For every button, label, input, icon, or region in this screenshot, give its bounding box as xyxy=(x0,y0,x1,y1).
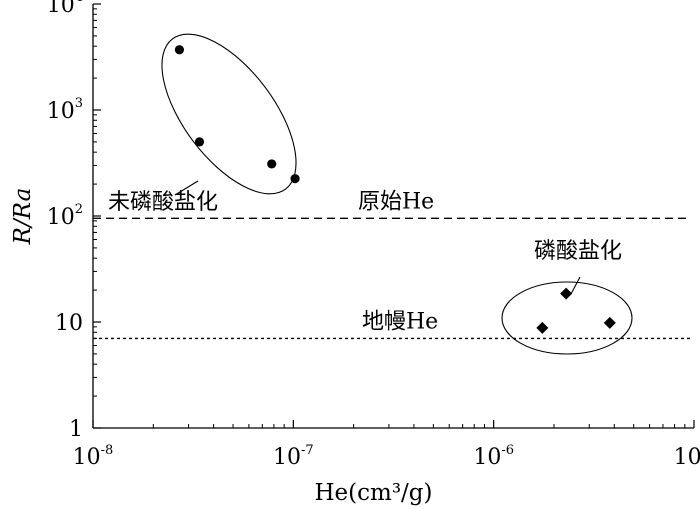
data-point-diamond xyxy=(536,321,549,334)
data-point-diamond xyxy=(560,287,573,300)
data-point-diamond xyxy=(603,316,616,329)
y-axis-title: R/Ra xyxy=(10,188,36,246)
data-point-circle xyxy=(174,45,185,55)
group-label: 磷酸盐化 xyxy=(534,239,622,264)
x-tick-label: 10-5 xyxy=(674,443,700,470)
group-leader-line xyxy=(570,276,581,295)
x-tick-label: 10-7 xyxy=(273,443,314,470)
data-point-circle xyxy=(290,174,300,184)
group-ellipse xyxy=(501,281,633,355)
y-tick-label: 103 xyxy=(47,96,83,124)
y-tick-label: 1 xyxy=(69,417,83,442)
x-axis-title: He(cm³/g) xyxy=(315,480,433,506)
data-point-circle xyxy=(267,159,277,169)
y-tick-label: 104 xyxy=(47,0,83,18)
y-tick-label: 10 xyxy=(55,311,83,336)
data-point-circle xyxy=(194,137,205,147)
group-leader-line xyxy=(174,180,199,196)
x-tick-label: 10-6 xyxy=(473,443,514,470)
reference-line-label: 原始He xyxy=(358,189,434,214)
x-tick-label: 10-8 xyxy=(73,443,114,470)
group-ellipse xyxy=(161,33,297,195)
y-tick-label: 102 xyxy=(47,202,83,230)
reference-line-label: 地幔He xyxy=(362,309,438,334)
group-label: 未磷酸盐化 xyxy=(108,190,218,215)
